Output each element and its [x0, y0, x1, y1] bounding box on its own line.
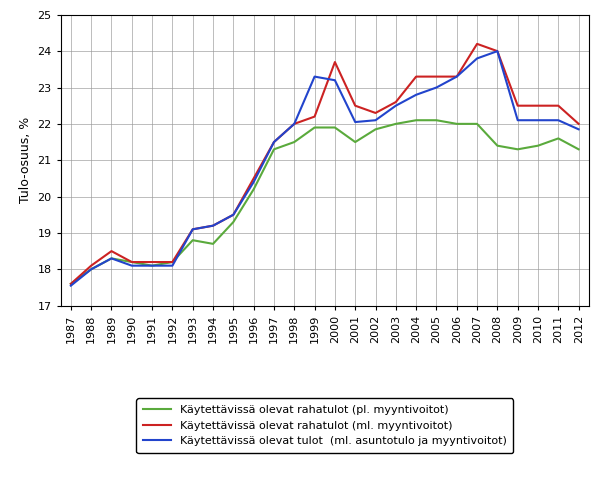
Käytettävissä olevat rahatulot (ml. myyntivoitot) — [372, 110, 379, 116]
Käytettävissä olevat tulot  (ml. asuntotulo ja myyntivoitot) — [291, 121, 298, 127]
Käytettävissä olevat tulot  (ml. asuntotulo ja myyntivoitot) — [514, 117, 521, 123]
Käytettävissä olevat rahatulot (pl. myyntivoitot) — [67, 281, 75, 287]
Käytettävissä olevat tulot  (ml. asuntotulo ja myyntivoitot) — [169, 263, 176, 269]
Käytettävissä olevat tulot  (ml. asuntotulo ja myyntivoitot) — [555, 117, 562, 123]
Käytettävissä olevat tulot  (ml. asuntotulo ja myyntivoitot) — [270, 139, 277, 145]
Käytettävissä olevat rahatulot (pl. myyntivoitot) — [555, 136, 562, 141]
Käytettävissä olevat rahatulot (pl. myyntivoitot) — [413, 117, 420, 123]
Y-axis label: Tulo-osuus, %: Tulo-osuus, % — [19, 117, 32, 203]
Käytettävissä olevat rahatulot (ml. myyntivoitot) — [169, 259, 176, 265]
Käytettävissä olevat rahatulot (pl. myyntivoitot) — [453, 121, 460, 127]
Käytettävissä olevat rahatulot (ml. myyntivoitot) — [392, 99, 399, 105]
Käytettävissä olevat rahatulot (pl. myyntivoitot) — [311, 125, 318, 131]
Käytettävissä olevat rahatulot (pl. myyntivoitot) — [372, 126, 379, 132]
Käytettävissä olevat tulot  (ml. asuntotulo ja myyntivoitot) — [351, 119, 359, 125]
Käytettävissä olevat rahatulot (pl. myyntivoitot) — [229, 219, 237, 225]
Käytettävissä olevat rahatulot (ml. myyntivoitot) — [189, 226, 196, 232]
Käytettävissä olevat tulot  (ml. asuntotulo ja myyntivoitot) — [229, 212, 237, 218]
Käytettävissä olevat rahatulot (ml. myyntivoitot) — [250, 176, 257, 181]
Line: Käytettävissä olevat tulot  (ml. asuntotulo ja myyntivoitot): Käytettävissä olevat tulot (ml. asuntotu… — [71, 51, 578, 285]
Käytettävissä olevat rahatulot (pl. myyntivoitot) — [128, 259, 135, 265]
Käytettävissä olevat rahatulot (ml. myyntivoitot) — [534, 103, 541, 108]
Käytettävissä olevat tulot  (ml. asuntotulo ja myyntivoitot) — [67, 282, 75, 288]
Käytettävissä olevat tulot  (ml. asuntotulo ja myyntivoitot) — [108, 255, 115, 261]
Käytettävissä olevat rahatulot (pl. myyntivoitot) — [270, 146, 277, 152]
Käytettävissä olevat rahatulot (pl. myyntivoitot) — [534, 143, 541, 149]
Käytettävissä olevat tulot  (ml. asuntotulo ja myyntivoitot) — [392, 103, 399, 108]
Käytettävissä olevat rahatulot (ml. myyntivoitot) — [108, 248, 115, 254]
Käytettävissä olevat rahatulot (pl. myyntivoitot) — [169, 259, 176, 265]
Käytettävissä olevat rahatulot (ml. myyntivoitot) — [270, 139, 277, 145]
Käytettävissä olevat tulot  (ml. asuntotulo ja myyntivoitot) — [453, 73, 460, 79]
Käytettävissä olevat tulot  (ml. asuntotulo ja myyntivoitot) — [311, 73, 318, 79]
Käytettävissä olevat rahatulot (ml. myyntivoitot) — [291, 121, 298, 127]
Käytettävissä olevat tulot  (ml. asuntotulo ja myyntivoitot) — [250, 179, 257, 185]
Käytettävissä olevat tulot  (ml. asuntotulo ja myyntivoitot) — [189, 226, 196, 232]
Käytettävissä olevat tulot  (ml. asuntotulo ja myyntivoitot) — [209, 223, 217, 229]
Käytettävissä olevat tulot  (ml. asuntotulo ja myyntivoitot) — [433, 84, 440, 90]
Käytettävissä olevat rahatulot (pl. myyntivoitot) — [250, 186, 257, 192]
Line: Käytettävissä olevat rahatulot (ml. myyntivoitot): Käytettävissä olevat rahatulot (ml. myyn… — [71, 44, 578, 284]
Käytettävissä olevat rahatulot (pl. myyntivoitot) — [149, 263, 156, 269]
Käytettävissä olevat rahatulot (ml. myyntivoitot) — [575, 121, 582, 127]
Käytettävissä olevat rahatulot (pl. myyntivoitot) — [331, 125, 339, 131]
Käytettävissä olevat tulot  (ml. asuntotulo ja myyntivoitot) — [331, 77, 339, 83]
Käytettävissä olevat rahatulot (pl. myyntivoitot) — [433, 117, 440, 123]
Käytettävissä olevat rahatulot (pl. myyntivoitot) — [392, 121, 399, 127]
Käytettävissä olevat rahatulot (ml. myyntivoitot) — [229, 212, 237, 218]
Käytettävissä olevat rahatulot (ml. myyntivoitot) — [87, 263, 95, 269]
Käytettävissä olevat tulot  (ml. asuntotulo ja myyntivoitot) — [473, 55, 481, 61]
Käytettävissä olevat tulot  (ml. asuntotulo ja myyntivoitot) — [128, 263, 135, 269]
Käytettävissä olevat rahatulot (ml. myyntivoitot) — [453, 73, 460, 79]
Käytettävissä olevat rahatulot (pl. myyntivoitot) — [209, 241, 217, 247]
Käytettävissä olevat rahatulot (ml. myyntivoitot) — [493, 48, 501, 54]
Käytettävissä olevat rahatulot (ml. myyntivoitot) — [67, 281, 75, 287]
Käytettävissä olevat tulot  (ml. asuntotulo ja myyntivoitot) — [149, 263, 156, 269]
Käytettävissä olevat tulot  (ml. asuntotulo ja myyntivoitot) — [372, 117, 379, 123]
Käytettävissä olevat rahatulot (ml. myyntivoitot) — [331, 59, 339, 65]
Käytettävissä olevat rahatulot (pl. myyntivoitot) — [473, 121, 481, 127]
Käytettävissä olevat tulot  (ml. asuntotulo ja myyntivoitot) — [534, 117, 541, 123]
Käytettävissä olevat rahatulot (ml. myyntivoitot) — [514, 103, 521, 108]
Käytettävissä olevat rahatulot (ml. myyntivoitot) — [209, 223, 217, 229]
Käytettävissä olevat rahatulot (ml. myyntivoitot) — [351, 103, 359, 108]
Line: Käytettävissä olevat rahatulot (pl. myyntivoitot): Käytettävissä olevat rahatulot (pl. myyn… — [71, 120, 578, 284]
Käytettävissä olevat tulot  (ml. asuntotulo ja myyntivoitot) — [493, 48, 501, 54]
Käytettävissä olevat rahatulot (ml. myyntivoitot) — [128, 259, 135, 265]
Käytettävissä olevat rahatulot (pl. myyntivoitot) — [108, 255, 115, 261]
Käytettävissä olevat rahatulot (pl. myyntivoitot) — [351, 139, 359, 145]
Käytettävissä olevat rahatulot (ml. myyntivoitot) — [311, 113, 318, 119]
Käytettävissä olevat rahatulot (pl. myyntivoitot) — [493, 143, 501, 149]
Käytettävissä olevat rahatulot (ml. myyntivoitot) — [555, 103, 562, 108]
Käytettävissä olevat tulot  (ml. asuntotulo ja myyntivoitot) — [413, 92, 420, 98]
Käytettävissä olevat tulot  (ml. asuntotulo ja myyntivoitot) — [575, 126, 582, 132]
Käytettävissä olevat rahatulot (ml. myyntivoitot) — [473, 41, 481, 47]
Käytettävissä olevat rahatulot (pl. myyntivoitot) — [189, 237, 196, 243]
Käytettävissä olevat rahatulot (ml. myyntivoitot) — [149, 259, 156, 265]
Käytettävissä olevat rahatulot (pl. myyntivoitot) — [291, 139, 298, 145]
Käytettävissä olevat rahatulot (pl. myyntivoitot) — [87, 266, 95, 272]
Käytettävissä olevat tulot  (ml. asuntotulo ja myyntivoitot) — [87, 266, 95, 272]
Käytettävissä olevat rahatulot (ml. myyntivoitot) — [433, 73, 440, 79]
Käytettävissä olevat rahatulot (ml. myyntivoitot) — [413, 73, 420, 79]
Käytettävissä olevat rahatulot (pl. myyntivoitot) — [575, 146, 582, 152]
Legend: Käytettävissä olevat rahatulot (pl. myyntivoitot), Käytettävissä olevat rahatulo: Käytettävissä olevat rahatulot (pl. myyn… — [137, 398, 513, 453]
Käytettävissä olevat rahatulot (pl. myyntivoitot) — [514, 146, 521, 152]
